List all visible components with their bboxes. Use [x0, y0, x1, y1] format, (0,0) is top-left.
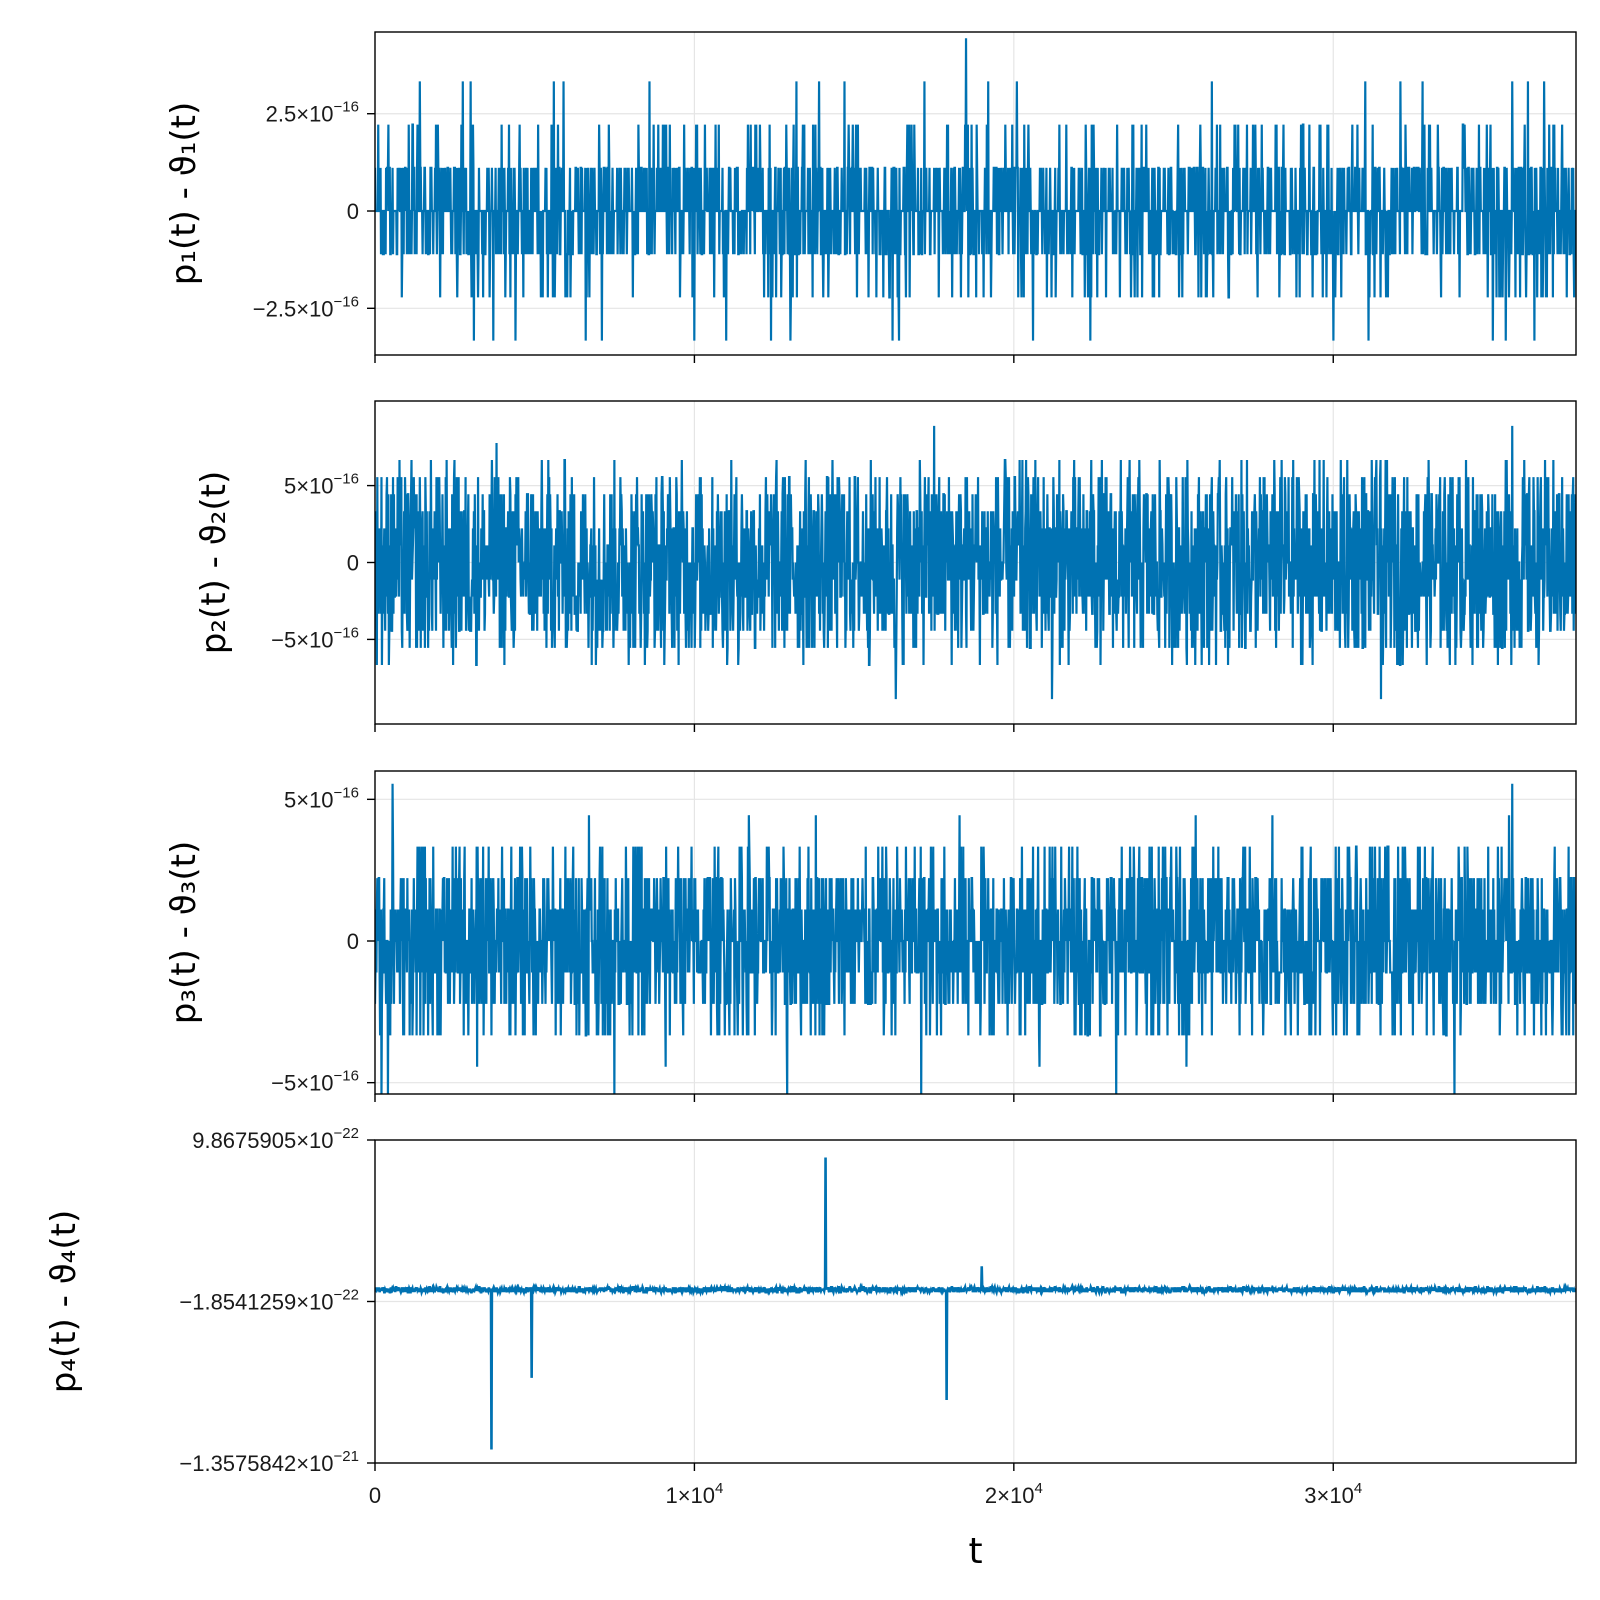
y-axis-label: p₃(t) - ϑ₃(t): [164, 841, 204, 1025]
y-tick-label: 2.5×10−16: [266, 99, 359, 127]
y-tick-label: −5×10−16: [271, 624, 359, 652]
y-tick-label: −5×10−16: [271, 1068, 359, 1096]
y-tick-label: 5×10−16: [284, 471, 359, 499]
y-tick-label: 9.8675905×10−22: [192, 1125, 359, 1153]
x-tick-label: 3×104: [1304, 1480, 1362, 1508]
x-tick-label: 2×104: [985, 1480, 1043, 1508]
x-tick-label: 0: [369, 1483, 381, 1508]
y-tick-label: −1.8541259×10−22: [179, 1287, 359, 1315]
axes-frame: [374, 31, 1577, 356]
panel-3: 5×10−16 0 −5×10−16 p₃(t) - ϑ₃(t): [164, 770, 1577, 1102]
series-line: [375, 1157, 1576, 1450]
series-line: [375, 425, 1576, 700]
y-tick-label: −2.5×10−16: [253, 293, 359, 321]
series-line: [375, 783, 1576, 1094]
axes-frame: [374, 770, 1577, 1095]
x-axis-label: t: [968, 1531, 982, 1572]
x-tick-label: 1×104: [665, 1480, 723, 1508]
y-axis-label: p₂(t) - ϑ₂(t): [194, 471, 234, 655]
panel-2: 5×10−16 0 −5×10−16 p₂(t) - ϑ₂(t): [194, 400, 1577, 732]
panel-1: 2.5×10−16 0 −2.5×10−16 p₁(t) - ϑ₁(t): [164, 31, 1577, 363]
series-line: [375, 38, 1576, 341]
y-tick-label: 0: [347, 929, 359, 954]
x-axis: 0 1×104 2×104 3×104 t: [369, 1480, 1362, 1572]
y-tick-label: 0: [347, 199, 359, 224]
y-axis-label: p₁(t) - ϑ₁(t): [164, 102, 204, 286]
y-tick-label: 0: [347, 551, 359, 576]
y-axis-label: p₄(t) - ϑ₄(t): [44, 1210, 84, 1394]
panel-4: 9.8675905×10−22 −1.8541259×10−22 −1.357584…: [44, 1125, 1577, 1476]
y-tick-label: 5×10−16: [284, 784, 359, 812]
y-tick-label: −1.3575842×10−21: [179, 1448, 359, 1476]
